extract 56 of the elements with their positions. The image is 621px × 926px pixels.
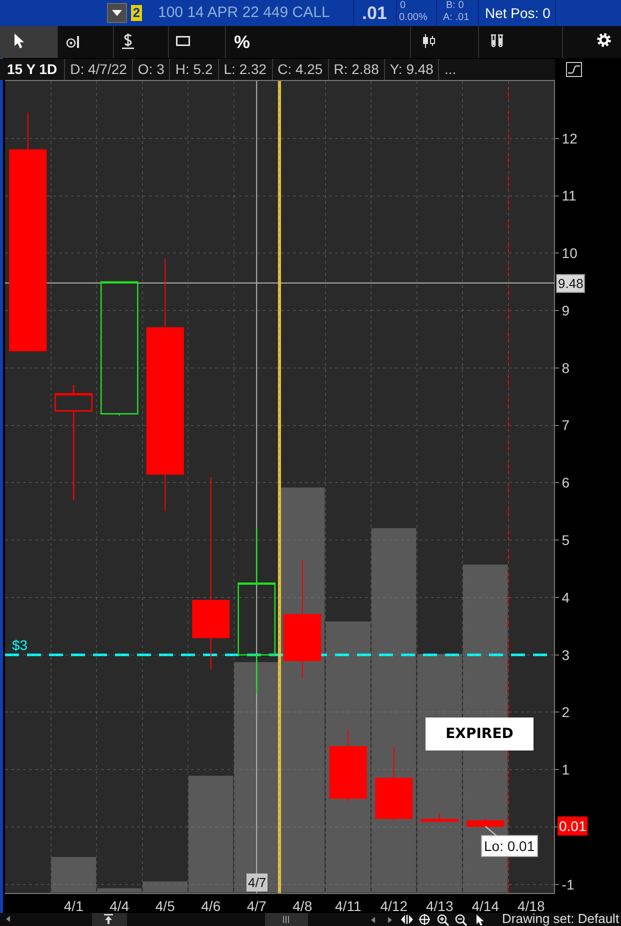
y-tick-label: 9: [562, 302, 570, 318]
y-tick-label: 6: [562, 474, 570, 491]
x-tick-label: 4/12: [380, 898, 408, 914]
ref-line-label: 4/7: [248, 875, 266, 890]
y-tick-label: 1: [562, 762, 570, 778]
x-tick-label: 4/11: [335, 898, 362, 914]
x-tick-label: 4/1: [64, 898, 84, 914]
x-tick-label: 4/14: [472, 898, 500, 914]
y-tick-label: 7: [562, 417, 570, 434]
x-tick-label: 4/7: [246, 898, 267, 914]
y-tick-label: 12: [562, 130, 578, 146]
text: D: 4/7/22: [64, 59, 132, 80]
text: 0: [400, 0, 406, 12]
y-tick-label: 11: [562, 188, 577, 204]
candlestick: [420, 813, 459, 822]
text: A: .01: [443, 12, 470, 24]
text: 0.01: [559, 818, 586, 834]
candlestick: [238, 528, 276, 695]
y-tick-label: 4: [562, 589, 570, 606]
candlestick: [100, 281, 138, 416]
text: Y: 9.48: [384, 59, 438, 80]
annotation: EXPIRED: [446, 726, 514, 742]
text: .01: [362, 2, 388, 24]
text: Net Pos: 0: [485, 4, 550, 22]
candlestick: [192, 476, 230, 670]
text: 0.00%: [399, 12, 428, 24]
y-tick-label: 8: [562, 360, 570, 376]
candlestick: [54, 384, 93, 501]
annotation: Lo: 0.01: [484, 838, 535, 854]
text: B: 0: [446, 0, 464, 12]
text: 100 14 APR 22 449 CALL: [158, 4, 330, 22]
ref-line-label: 9.48: [558, 276, 584, 291]
chart-title: 15 Y 1D: [6, 60, 58, 79]
ref-line-label: $3: [12, 637, 28, 653]
y-tick-label: 10: [562, 245, 578, 262]
text: ...: [438, 59, 462, 80]
y-tick-label: 3: [562, 646, 570, 663]
y-tick-label: -1: [562, 876, 574, 892]
text: Drawing set: Default: [502, 911, 620, 926]
text: C: 4.25: [272, 59, 328, 80]
text: L: 2.32: [218, 59, 272, 80]
x-tick-label: 4/8: [292, 898, 312, 914]
text: H: 5.2: [169, 59, 218, 80]
y-tick-label: 2: [562, 704, 570, 720]
text: %: [234, 31, 250, 53]
candlestick: [146, 258, 184, 512]
x-tick-label: 4/13: [426, 898, 454, 914]
x-tick-label: 4/6: [201, 898, 221, 914]
text: O: 3: [132, 59, 170, 80]
candlestick: [9, 112, 47, 352]
text: 2: [131, 5, 142, 21]
x-tick-label: 4/4: [110, 898, 130, 914]
x-tick-label: 4/5: [155, 898, 176, 914]
x-tick-label: 4/18: [518, 898, 545, 914]
text: R: 2.88: [328, 59, 384, 80]
y-tick-label: 5: [562, 532, 570, 548]
